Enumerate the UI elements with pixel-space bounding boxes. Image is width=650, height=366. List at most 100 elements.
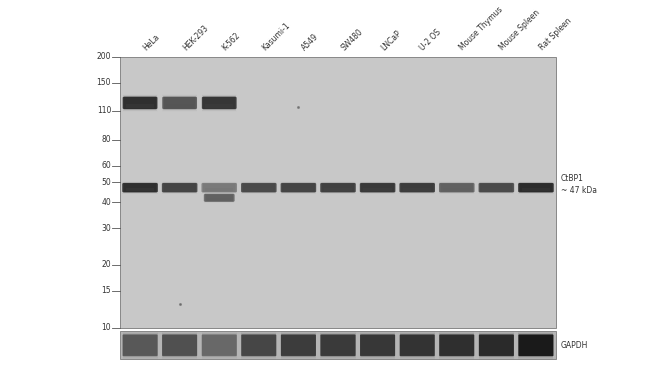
Bar: [242, 182, 276, 193]
Bar: [281, 331, 316, 360]
Bar: [205, 194, 234, 202]
Bar: [479, 332, 514, 359]
Bar: [324, 188, 352, 191]
Text: SW480: SW480: [339, 27, 365, 52]
Bar: [123, 95, 157, 111]
Bar: [124, 96, 157, 109]
Bar: [401, 184, 434, 192]
Bar: [202, 182, 237, 193]
FancyBboxPatch shape: [241, 183, 277, 193]
Bar: [321, 183, 355, 193]
Bar: [124, 183, 157, 192]
Text: 15: 15: [101, 287, 111, 295]
Bar: [320, 335, 356, 355]
Bar: [162, 334, 197, 356]
Bar: [241, 182, 276, 194]
Bar: [163, 96, 196, 110]
Bar: [123, 183, 157, 193]
Bar: [320, 182, 356, 194]
Bar: [124, 184, 156, 192]
Bar: [520, 184, 552, 192]
FancyBboxPatch shape: [123, 97, 157, 109]
Bar: [164, 97, 196, 109]
Bar: [242, 183, 276, 193]
Bar: [202, 335, 237, 355]
Text: Mouse Spleen: Mouse Spleen: [498, 8, 541, 52]
FancyBboxPatch shape: [281, 335, 316, 356]
Bar: [480, 184, 512, 192]
Text: HeLa: HeLa: [141, 32, 161, 52]
FancyBboxPatch shape: [281, 183, 316, 193]
Bar: [163, 183, 196, 193]
Bar: [124, 97, 156, 109]
Bar: [439, 333, 474, 358]
Bar: [359, 182, 395, 194]
Bar: [122, 335, 157, 355]
Bar: [165, 188, 194, 191]
FancyBboxPatch shape: [478, 183, 514, 193]
Text: 20: 20: [101, 260, 111, 269]
Bar: [281, 334, 316, 356]
Bar: [361, 183, 395, 193]
FancyBboxPatch shape: [360, 183, 395, 193]
Bar: [162, 94, 198, 112]
Bar: [163, 96, 196, 109]
Bar: [400, 183, 434, 193]
Bar: [164, 97, 196, 109]
Bar: [281, 183, 315, 193]
Bar: [163, 183, 196, 192]
Bar: [400, 182, 435, 194]
Bar: [479, 333, 514, 357]
Bar: [401, 183, 434, 192]
Bar: [439, 182, 474, 193]
Text: Mouse Thymus: Mouse Thymus: [458, 5, 505, 52]
Bar: [439, 181, 475, 194]
Bar: [320, 181, 356, 194]
Bar: [360, 333, 395, 358]
Bar: [241, 332, 276, 359]
FancyBboxPatch shape: [122, 335, 157, 356]
Bar: [400, 333, 435, 358]
Bar: [479, 334, 514, 356]
Text: 110: 110: [97, 106, 111, 115]
Bar: [320, 331, 356, 360]
FancyBboxPatch shape: [320, 183, 356, 193]
Bar: [281, 182, 317, 194]
Bar: [479, 335, 514, 355]
Bar: [205, 194, 234, 202]
Bar: [360, 182, 395, 194]
Text: 150: 150: [97, 78, 111, 87]
Bar: [122, 94, 158, 112]
Bar: [281, 332, 316, 359]
Text: 200: 200: [97, 52, 111, 61]
Bar: [400, 182, 434, 193]
Bar: [162, 333, 197, 357]
Bar: [518, 182, 554, 194]
Bar: [439, 331, 474, 360]
Bar: [202, 334, 237, 356]
Bar: [203, 184, 235, 192]
Bar: [439, 335, 474, 355]
Bar: [281, 335, 316, 355]
Bar: [320, 334, 356, 356]
Bar: [202, 95, 236, 111]
Bar: [120, 57, 556, 328]
Bar: [203, 183, 236, 193]
Bar: [439, 182, 474, 194]
Bar: [443, 188, 471, 191]
Bar: [519, 333, 554, 358]
Bar: [162, 95, 197, 111]
Bar: [478, 182, 514, 194]
Bar: [320, 332, 356, 359]
Bar: [241, 333, 276, 358]
Text: K-562: K-562: [220, 31, 242, 52]
Bar: [280, 181, 317, 194]
Bar: [203, 183, 236, 192]
Bar: [284, 188, 313, 191]
FancyBboxPatch shape: [360, 335, 395, 356]
Bar: [162, 182, 198, 194]
Bar: [320, 333, 356, 358]
Bar: [480, 183, 513, 192]
Bar: [122, 333, 157, 358]
Bar: [126, 188, 154, 191]
